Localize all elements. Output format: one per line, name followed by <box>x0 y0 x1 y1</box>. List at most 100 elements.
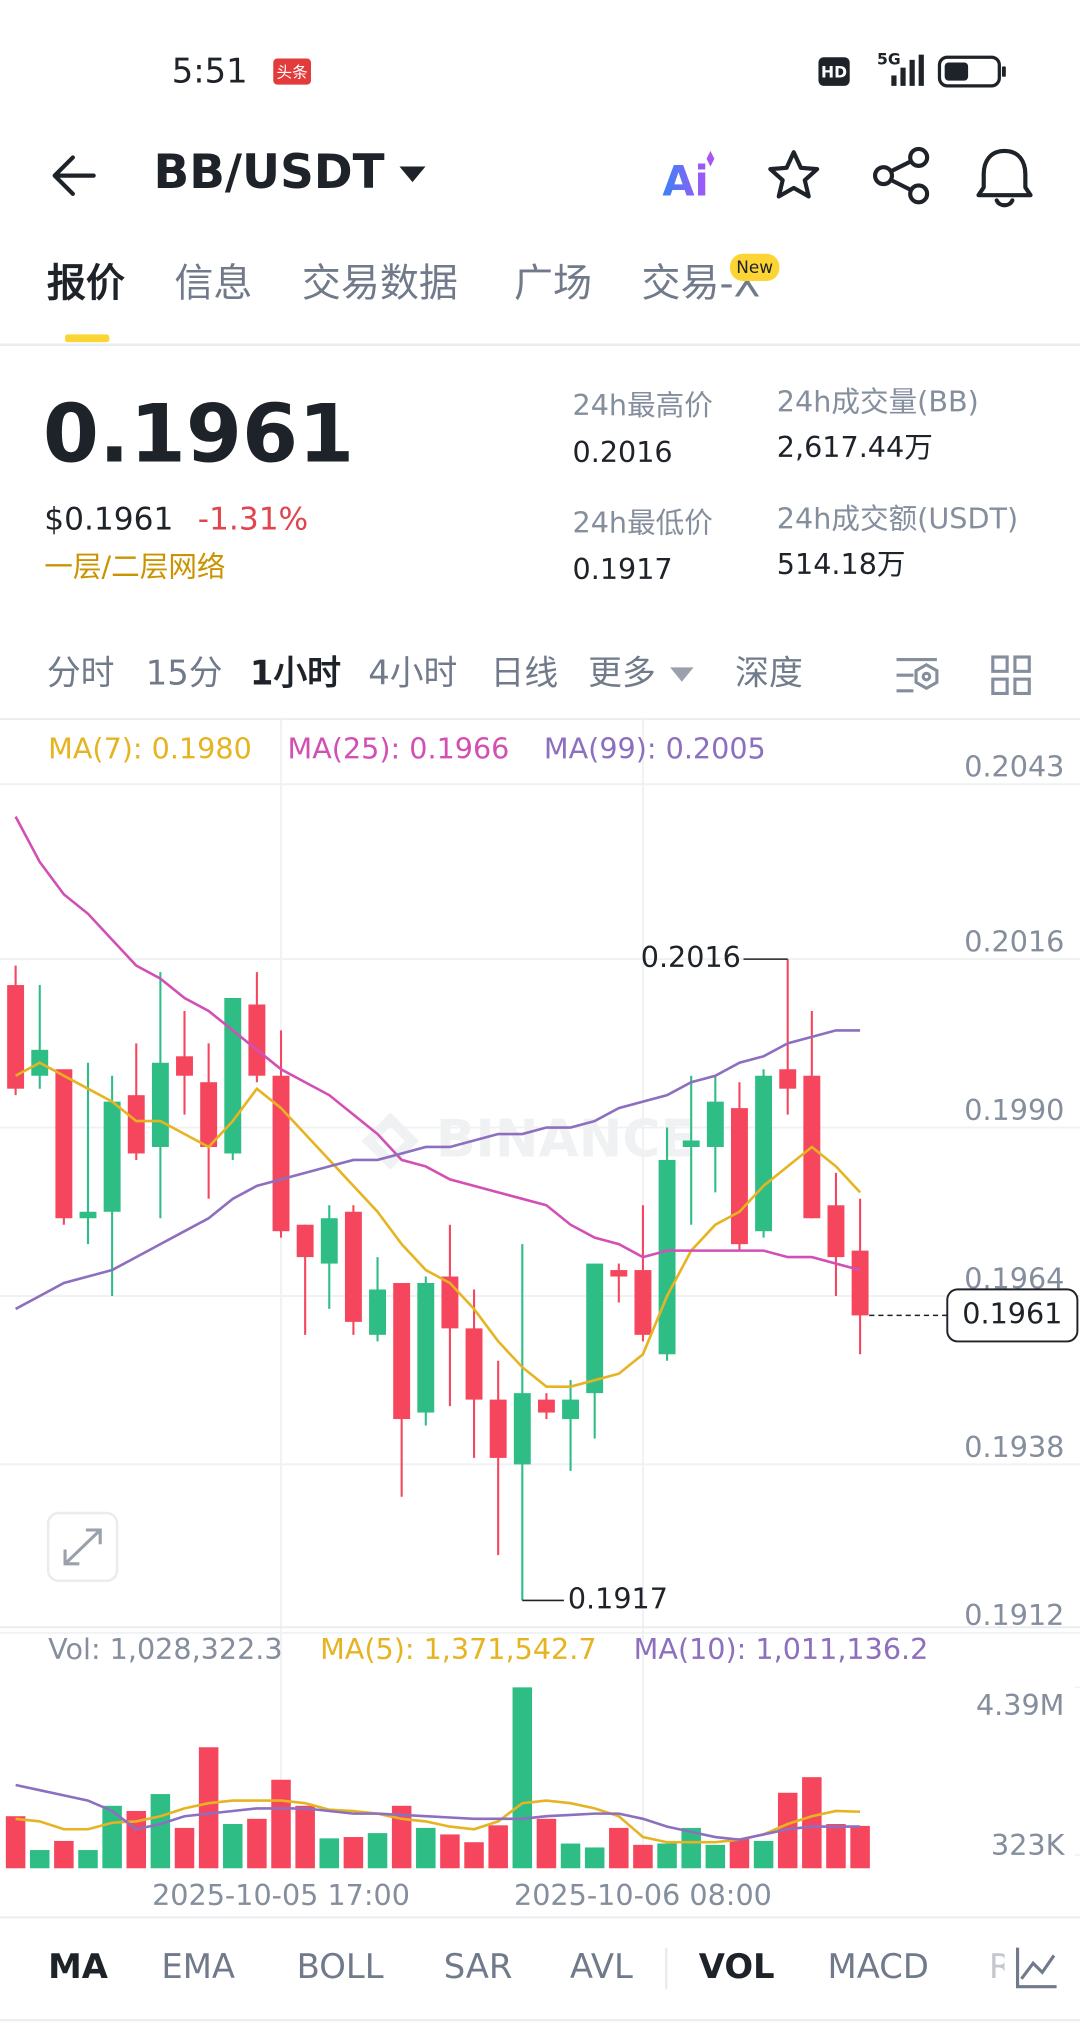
interval[interactable]: 日线 <box>491 654 559 693</box>
candle-body <box>79 1211 97 1219</box>
tab[interactable]: 报价 <box>47 262 125 307</box>
sector-tag[interactable]: 一层/二层网络 <box>44 550 225 584</box>
candle-body <box>393 1283 411 1420</box>
candle-body <box>151 1062 169 1147</box>
candle-body <box>369 1289 386 1335</box>
volume-bar <box>488 1825 508 1869</box>
candle-body <box>537 1399 555 1413</box>
more-dropdown[interactable] <box>670 667 694 682</box>
indicator-tab[interactable]: SAR <box>444 1947 513 1986</box>
candle-body <box>296 1224 314 1258</box>
status-hd: HD <box>821 63 847 81</box>
alert-button[interactable] <box>976 148 1033 208</box>
current-price-box <box>946 1288 1079 1343</box>
tab[interactable]: 信息 <box>174 262 252 307</box>
stat-label: 24h最低价 <box>573 505 713 539</box>
watermark: BINANCE <box>361 1109 696 1170</box>
pair-dropdown[interactable] <box>399 166 426 183</box>
volume-label: Vol: 1,028,322.3 <box>48 1632 282 1666</box>
indicator-settings[interactable] <box>1004 1941 1067 1996</box>
candle-body <box>103 1101 121 1212</box>
candle-body <box>417 1283 435 1413</box>
candle-body <box>730 1108 748 1245</box>
tab[interactable]: 广场 <box>514 262 592 307</box>
indicator-tab[interactable]: MA <box>48 1947 108 1986</box>
interval[interactable]: 分时 <box>47 654 115 693</box>
tab[interactable]: 交易数据 <box>302 262 458 307</box>
indicator-tab[interactable]: AVL <box>570 1947 633 1986</box>
volume-bar <box>391 1805 412 1869</box>
status-time: 5:51 <box>172 51 248 90</box>
candle-body <box>779 1069 797 1089</box>
layout-button[interactable] <box>991 655 1031 696</box>
volume-bar <box>584 1847 605 1869</box>
interval[interactable]: 15分 <box>146 654 223 693</box>
stat-value: 0.2016 <box>573 435 673 469</box>
volume-bar <box>198 1747 219 1869</box>
legend-item: MA(5): 1,371,542.7 <box>320 1632 596 1666</box>
price-change: -1.31% <box>198 501 308 537</box>
legend-item: MA(25): 0.1966 <box>288 732 510 766</box>
candle-body <box>320 1218 338 1264</box>
ai-button[interactable]: Ai <box>662 157 708 206</box>
candle-body <box>706 1101 724 1147</box>
stat-value: 0.1917 <box>573 552 673 586</box>
interval[interactable]: 深度 <box>735 654 803 693</box>
volume-bar <box>416 1827 436 1869</box>
settings-button[interactable] <box>896 658 939 693</box>
y-tick-label: 323K <box>991 1828 1066 1862</box>
new-badge: New <box>736 257 773 277</box>
interval[interactable]: 1小时 <box>250 654 341 693</box>
y-tick-label: 0.1938 <box>964 1430 1064 1464</box>
volume-bar <box>54 1840 74 1869</box>
indicator-tab[interactable]: MACD <box>828 1947 929 1986</box>
volume-bar <box>657 1843 677 1869</box>
favorite-button[interactable] <box>768 150 820 199</box>
legend-item: MA(10): 1,011,136.2 <box>634 1632 929 1666</box>
indicator-tab[interactable]: VOL <box>699 1947 775 1986</box>
candle-body <box>200 1082 218 1147</box>
badge-bg <box>273 58 311 85</box>
volume-bar <box>223 1824 243 1869</box>
volume-ma-line <box>15 1783 861 1841</box>
volume-bar <box>633 1844 653 1869</box>
volume-bar <box>367 1833 388 1869</box>
candle-body <box>465 1328 483 1400</box>
candle-body <box>851 1250 869 1316</box>
volume-bar <box>5 1816 26 1869</box>
stat-label: 24h最高价 <box>573 388 713 422</box>
indicator-tab[interactable]: EMA <box>161 1947 235 1986</box>
interval[interactable]: 更多 <box>588 654 656 693</box>
volume-ma-line <box>15 1799 861 1844</box>
divider <box>0 1626 1080 1629</box>
candle-body <box>441 1276 459 1329</box>
stat-label: 24h成交量(BB) <box>777 384 979 418</box>
legend-item: MA(7): 0.1980 <box>48 732 252 766</box>
volume-bar <box>295 1805 315 1869</box>
share-button[interactable] <box>872 146 930 205</box>
battery-icon <box>937 55 1006 88</box>
candle-body <box>272 1075 290 1232</box>
back-button[interactable] <box>52 155 96 196</box>
candle-body <box>176 1056 193 1076</box>
interval[interactable]: 4小时 <box>368 654 457 693</box>
volume-bar <box>609 1827 629 1869</box>
x-tick-label: 2025-10-06 08:00 <box>514 1878 772 1912</box>
pair-title[interactable]: BB/USDT <box>154 146 385 200</box>
x-tick-label: 2025-10-05 17:00 <box>152 1878 410 1912</box>
low-label: 0.1917 <box>568 1581 668 1615</box>
candle-body <box>248 1004 266 1076</box>
ma-line <box>14 1061 862 1388</box>
indicator-tab[interactable]: BOLL <box>297 1947 384 1986</box>
status-badge: 头条 <box>277 63 309 81</box>
volume-bar <box>150 1794 171 1869</box>
hd-box <box>818 57 850 86</box>
y-tick-label: 4.39M <box>976 1688 1064 1722</box>
volume-bar <box>729 1838 750 1869</box>
volume-bar <box>536 1818 557 1869</box>
fullscreen-button[interactable] <box>46 1511 119 1583</box>
new-badge-bg <box>729 253 780 282</box>
divider <box>0 718 1080 721</box>
status-network: 5G <box>877 50 901 68</box>
